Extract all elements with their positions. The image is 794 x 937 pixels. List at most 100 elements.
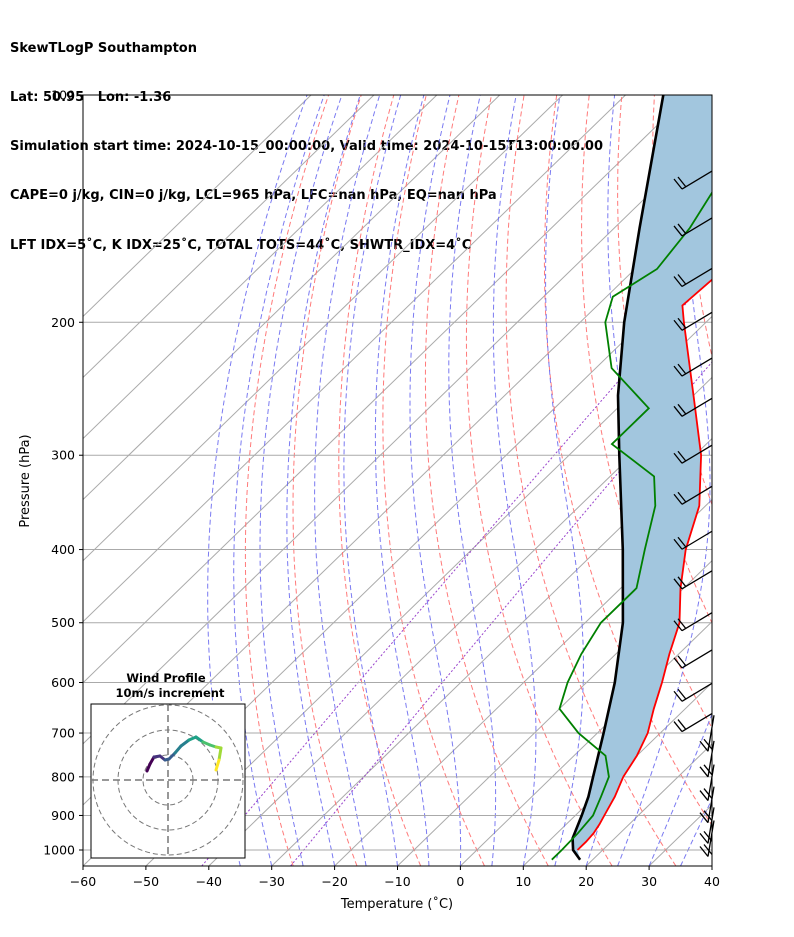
- moist-adiabat: [648, 712, 712, 866]
- y-tick-label: 700: [51, 726, 75, 741]
- y-tick-label: 900: [51, 808, 75, 823]
- wind-barb-flag: [677, 655, 687, 667]
- dry-adiabat: [338, 95, 422, 866]
- hodograph-segment: [179, 738, 191, 748]
- wind-barb-flag: [677, 403, 687, 415]
- wind-barb-flag: [699, 832, 709, 844]
- isotherm-line: [83, 95, 375, 379]
- x-tick-label: 0: [456, 874, 464, 889]
- wind-barb-staff: [681, 357, 713, 377]
- isotherm-line: [460, 621, 712, 866]
- inset-subtitle: 10m/s increment: [116, 686, 225, 700]
- wind-barb-flag: [677, 719, 687, 730]
- x-tick-label: −50: [133, 874, 159, 889]
- wind-barb-flag: [673, 620, 683, 632]
- x-axis: −60 −50 −40 −30 −20 −10 0 10 20 30 40: [70, 866, 720, 889]
- dry-adiabat: [720, 95, 794, 866]
- isotherm-line: [334, 498, 712, 866]
- wind-barb-staff: [681, 485, 713, 505]
- wind-barb-flag: [673, 319, 683, 331]
- dry-adiabat: [382, 95, 485, 866]
- wind-barb-flag: [699, 812, 709, 824]
- wind-barb-flag: [677, 274, 687, 285]
- y-axis-label: Pressure (hPa): [18, 434, 33, 527]
- moist-adiabat: [448, 95, 497, 866]
- dry-adiabat: [581, 95, 712, 729]
- wind-barb-flag: [677, 491, 687, 503]
- wind-barb-staff: [681, 570, 713, 590]
- moist-adiabat: [711, 864, 712, 866]
- wind-barb-staff: [681, 397, 713, 417]
- moist-adiabat: [314, 95, 381, 866]
- mixing-ratio-lines: [201, 273, 712, 866]
- moist-adiabat: [233, 95, 325, 866]
- moist-adiabat: [343, 95, 402, 866]
- dry-adiabat: [752, 95, 794, 866]
- wind-barb-flag: [673, 538, 683, 550]
- wind-barb-flag: [673, 225, 683, 237]
- wind-barb-flag: [677, 363, 687, 375]
- hodograph-segment: [173, 744, 183, 755]
- y-tick-label: 800: [51, 769, 75, 784]
- wind-barb-flag: [673, 178, 683, 190]
- wind-barb-flag: [673, 578, 683, 590]
- dry-adiabat: [465, 95, 613, 866]
- inset-title: Wind Profile: [126, 671, 206, 685]
- wind-barb-flag: [677, 536, 687, 548]
- isotherm-line: [397, 559, 712, 866]
- dry-adiabat: [244, 95, 330, 866]
- wind-barb-flag: [677, 688, 687, 700]
- dry-adiabat: [785, 95, 794, 866]
- isotherm-line: [83, 95, 501, 501]
- dewpoint-line: [551, 190, 712, 861]
- isotherm-line: [145, 315, 712, 866]
- isotherm-line: [83, 95, 312, 318]
- y-tick-label: 100: [51, 88, 75, 103]
- wind-barb-flag: [703, 764, 713, 776]
- title-times: Simulation start time: 2024-10-15_00:00:…: [10, 139, 603, 155]
- wind-barb-flag: [673, 493, 683, 505]
- wind-barb-staff: [681, 530, 713, 550]
- isotherm-line: [83, 95, 438, 440]
- hodograph-segment: [214, 758, 221, 772]
- wind-barb-staff: [681, 682, 713, 702]
- hodograph-segment: [217, 746, 223, 762]
- isotherm-line: [83, 95, 626, 623]
- x-tick-label: 30: [641, 874, 657, 889]
- mixing-ratio-line: [201, 273, 712, 866]
- title-indices: LFT IDX=5˚C, K IDX=25˚C, TOTAL TOTS=44˚C…: [10, 237, 472, 253]
- y-tick-label: 300: [51, 448, 75, 463]
- moist-adiabat: [374, 95, 430, 866]
- wind-barb-flag: [677, 176, 687, 188]
- mixing-ratio-line: [290, 361, 712, 866]
- wind-barb-flag: [677, 317, 687, 329]
- y-tick-label: 400: [51, 542, 75, 557]
- x-tick-label: 10: [515, 874, 531, 889]
- title-station: SkewTLogP Southampton: [10, 40, 197, 56]
- wind-barb-flag: [699, 846, 709, 857]
- x-tick-label: 40: [704, 874, 720, 889]
- wind-barb-flag: [673, 452, 683, 464]
- x-tick-label: −20: [321, 874, 347, 889]
- dry-adiabat: [543, 95, 712, 827]
- isotherm-line: [522, 682, 712, 866]
- wind-barb-staff: [681, 712, 713, 733]
- wind-barb-flag: [703, 844, 713, 855]
- moist-adiabat: [286, 95, 361, 866]
- dry-adiabat: [292, 95, 362, 866]
- wind-profile-inset: Wind Profile 10m/s increment: [90, 671, 246, 859]
- moist-adiabat: [617, 95, 711, 866]
- moist-adiabat: [492, 95, 537, 866]
- y-tick-label: 500: [51, 615, 75, 630]
- wind-barb-staff: [681, 267, 713, 288]
- isotherm-line: [711, 865, 712, 866]
- isotherm-line: [83, 95, 689, 684]
- wind-barb-flag: [699, 766, 709, 778]
- wind-barb-flag: [673, 721, 683, 732]
- x-axis-label: Temperature (˚C): [340, 896, 453, 912]
- wind-barb-staff: [681, 444, 713, 464]
- cape-shading: [572, 95, 712, 860]
- wind-barb-flag: [673, 690, 683, 702]
- x-tick-label: 20: [578, 874, 594, 889]
